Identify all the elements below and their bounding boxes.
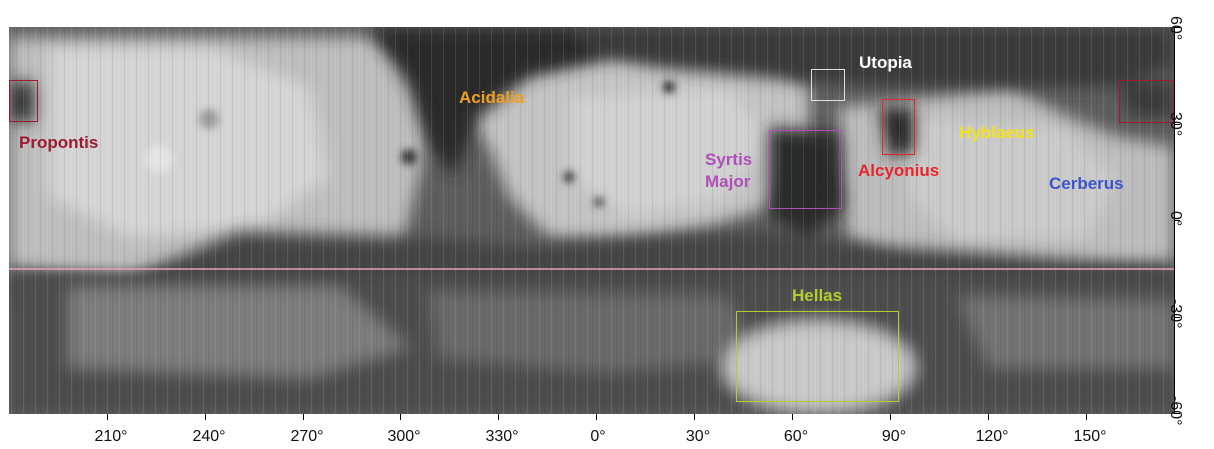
- x-tick: [205, 414, 206, 420]
- x-tick: [596, 414, 597, 420]
- y-tick: [1174, 27, 1180, 28]
- label-propontis: Propontis: [19, 133, 99, 152]
- x-tick: [988, 414, 989, 420]
- propontis-box: [9, 80, 38, 122]
- y-tick: [1174, 413, 1180, 414]
- x-tick: [694, 414, 695, 420]
- x-tick: [498, 414, 499, 420]
- label-utopia: Utopia: [859, 53, 912, 72]
- y-tick-label: 30°: [1167, 112, 1184, 137]
- x-tick: [890, 414, 891, 420]
- x-tick-label: 0°: [590, 428, 606, 445]
- y-tick: [1174, 220, 1180, 221]
- y-tick-label: 60°: [1167, 16, 1184, 41]
- label-syrtis: Syrtis: [705, 150, 753, 169]
- y-tick-label: -30°: [1167, 299, 1184, 329]
- x-tick-label: 90°: [881, 428, 907, 445]
- x-tick: [303, 414, 304, 420]
- x-tick: [107, 414, 108, 420]
- x-tick-label: 270°: [290, 428, 324, 445]
- label-hellas: Hellas: [792, 286, 843, 305]
- albedo-map-image: [9, 27, 1174, 414]
- x-tick-label: 210°: [94, 428, 128, 445]
- label-alcyonius: Alcyonius: [858, 161, 940, 180]
- x-tick-label: 30°: [685, 428, 711, 445]
- label-hyblaeus: Hyblaeus: [959, 123, 1035, 142]
- x-tick: [400, 414, 401, 420]
- y-tick: [1174, 124, 1180, 125]
- syrtis-major-box: [769, 130, 842, 209]
- mars-map: [9, 27, 1174, 414]
- x-tick-label: 240°: [192, 428, 226, 445]
- y-tick-label: 0°: [1167, 211, 1184, 227]
- x-tick-label: 300°: [387, 428, 421, 445]
- x-tick-label: 120°: [975, 428, 1009, 445]
- x-tick: [792, 414, 793, 420]
- y-tick: [1174, 317, 1180, 318]
- label-acidalia: Acidalia: [459, 88, 525, 107]
- y-tick-label: -60°: [1167, 396, 1184, 426]
- label-major: Major: [705, 172, 751, 191]
- label-cerberus: Cerberus: [1049, 174, 1124, 193]
- x-tick-label: 330°: [485, 428, 519, 445]
- x-tick-label: 60°: [783, 428, 809, 445]
- hellas-box: [736, 311, 899, 402]
- propontis-box-east: [1119, 80, 1174, 123]
- utopia-box: [811, 69, 845, 101]
- x-tick: [1086, 414, 1087, 420]
- x-tick-label: 150°: [1073, 428, 1107, 445]
- alcyonius-box: [882, 99, 915, 155]
